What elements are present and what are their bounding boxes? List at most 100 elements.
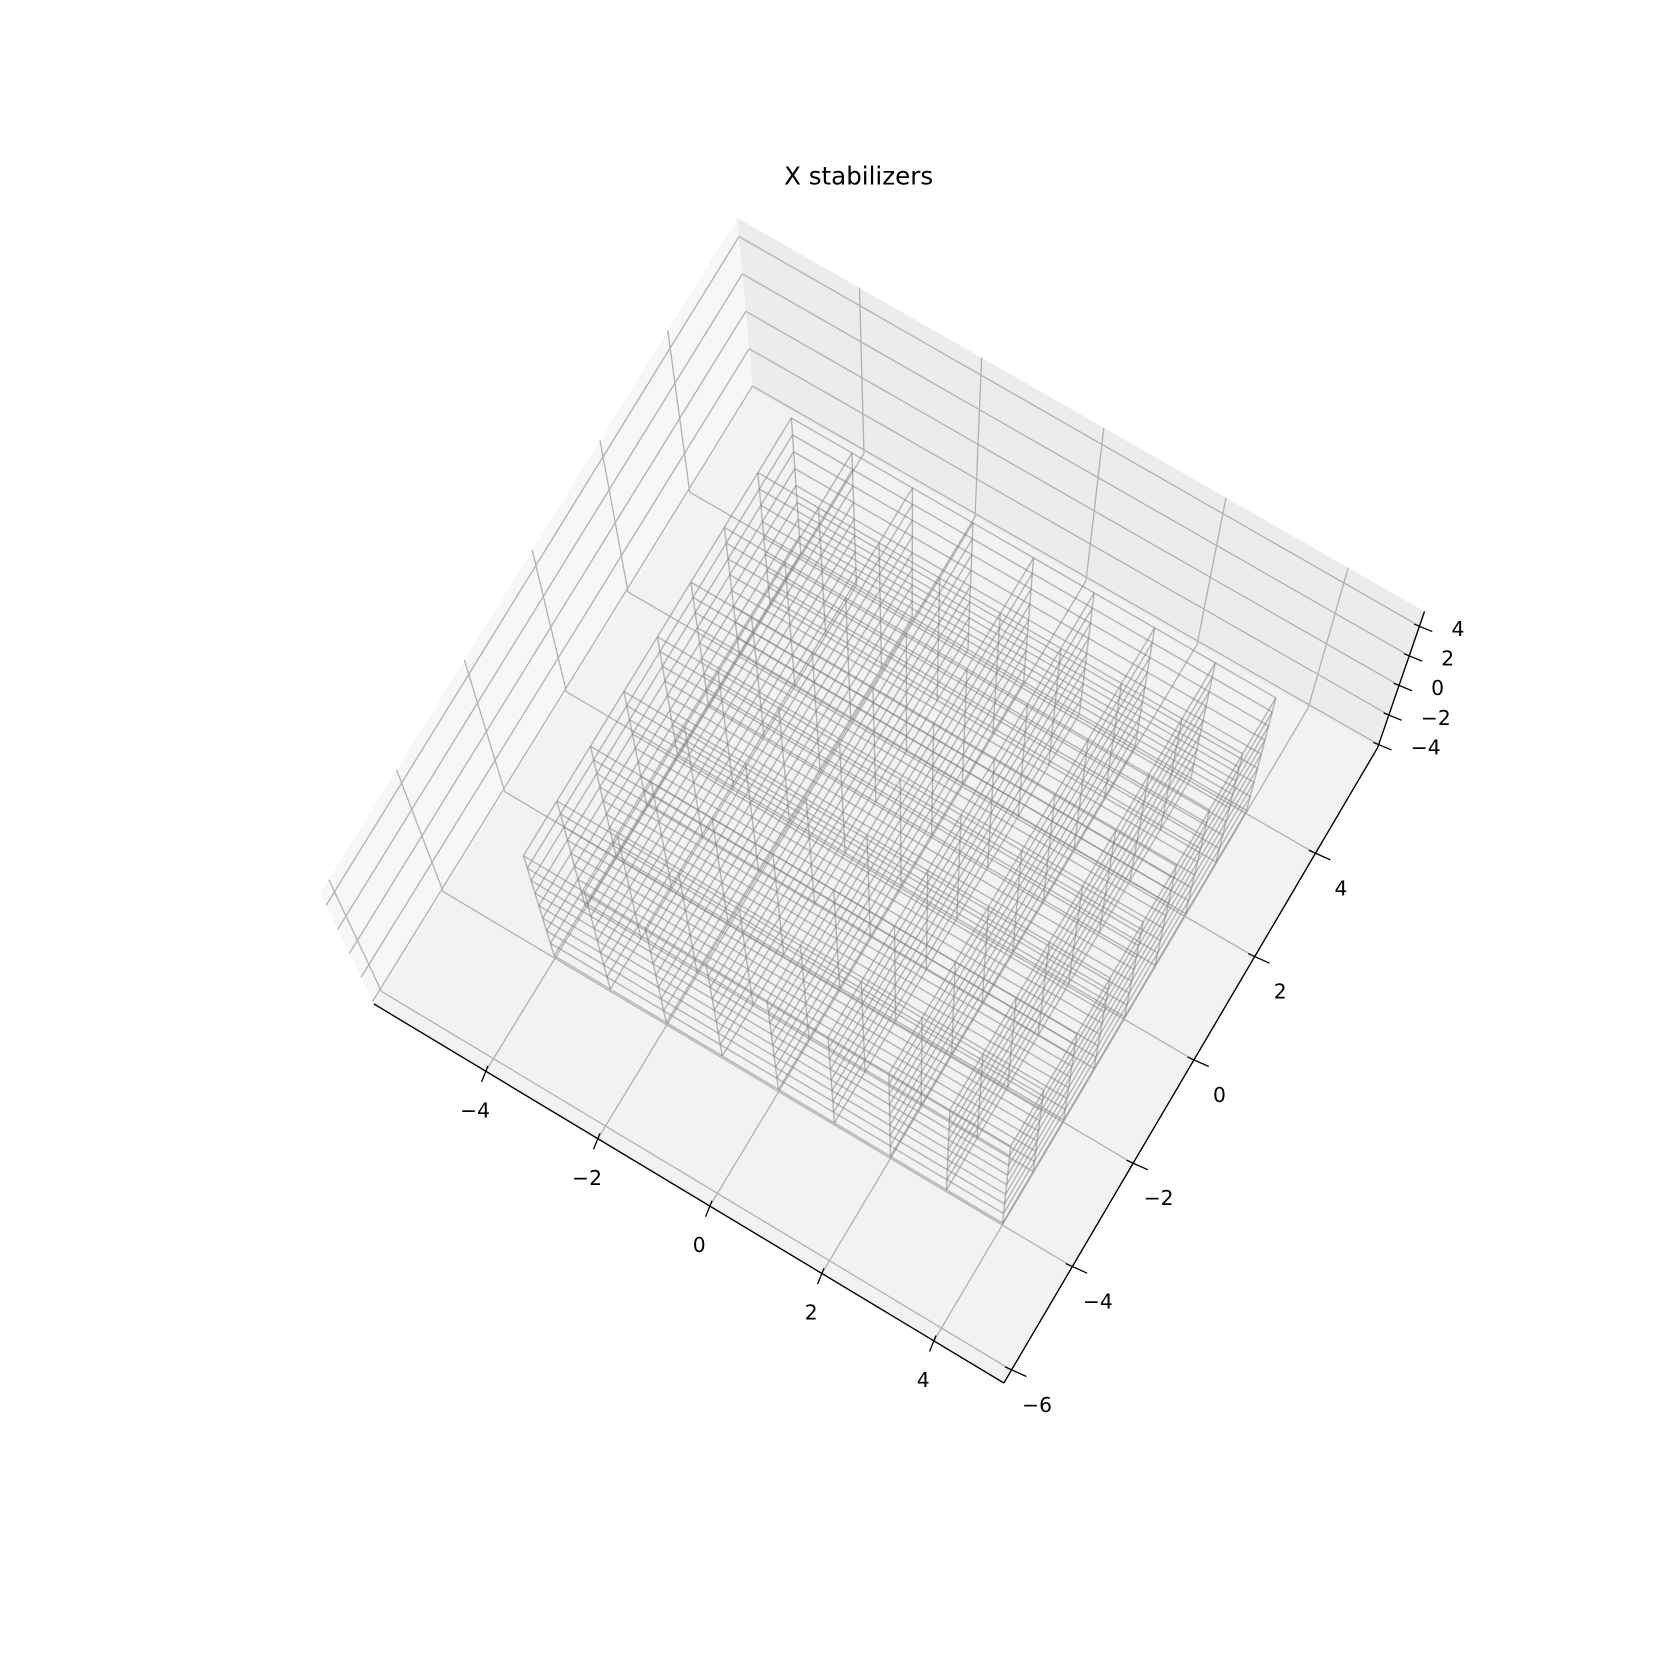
lattice-edge — [711, 998, 772, 1035]
lattice-edge — [998, 613, 1001, 629]
lattice-edge — [808, 838, 812, 852]
lattice-edge — [1267, 711, 1273, 727]
lattice-edge — [757, 472, 819, 509]
lattice-edge — [982, 1053, 1045, 1091]
lattice-edge — [831, 1090, 891, 1126]
lattice-edge — [1110, 754, 1169, 789]
lattice-edge — [818, 469, 854, 525]
lattice-edge — [1140, 921, 1144, 935]
lattice-edge — [869, 935, 927, 971]
lattice-edge — [937, 617, 970, 671]
lattice-edge — [1027, 703, 1089, 740]
lattice-edge — [570, 852, 630, 889]
lattice-edge — [804, 938, 838, 993]
lattice-edge — [819, 485, 854, 541]
lattice-edge — [789, 624, 792, 640]
y-tick-label: 0 — [1213, 1083, 1226, 1107]
grid-line — [745, 310, 1400, 686]
lattice-edge — [692, 946, 751, 982]
lattice-edge — [549, 943, 555, 956]
chart-title: X stabilizers — [784, 161, 933, 190]
lattice-edge — [756, 857, 760, 871]
lattice-edge — [792, 670, 796, 687]
lattice-edge — [784, 562, 847, 599]
lattice-edge — [776, 1078, 780, 1090]
lattice-edge — [709, 933, 744, 988]
lattice-edge — [542, 918, 548, 931]
lattice-edge — [899, 723, 935, 780]
lattice-edge — [817, 688, 851, 741]
lattice-edge — [1098, 919, 1102, 933]
lattice-edge — [874, 706, 908, 760]
lattice-edge — [817, 452, 853, 509]
lattice-edge — [888, 1093, 950, 1131]
lattice-edge — [980, 1075, 983, 1086]
lattice-edge — [721, 647, 756, 702]
lattice-edge — [815, 710, 875, 746]
lattice-edge — [649, 951, 654, 964]
lattice-edge — [817, 739, 876, 775]
lattice-edge — [763, 485, 797, 539]
lattice-edge — [1108, 855, 1113, 869]
lattice-edge — [659, 596, 694, 652]
lattice-edge — [828, 1058, 832, 1070]
lattice-edge — [1235, 725, 1270, 782]
lattice-edge — [1051, 766, 1086, 822]
lattice-edge — [818, 703, 851, 756]
lattice-edge — [1154, 913, 1187, 966]
lattice-edge — [847, 658, 850, 674]
lattice-edge — [1052, 668, 1086, 722]
lattice-edge — [1106, 827, 1140, 882]
lattice-edge — [799, 889, 835, 946]
lattice-edge — [978, 1116, 1037, 1152]
lattice-edge — [912, 519, 973, 556]
lattice-edge — [1027, 604, 1031, 620]
lattice-edge — [867, 859, 928, 896]
lattice-edge — [982, 997, 1017, 1055]
lattice-edge — [992, 731, 1026, 787]
lattice-edge — [1040, 1011, 1099, 1047]
lattice-edge — [1009, 1064, 1068, 1100]
lattice-edge — [664, 680, 669, 696]
lattice-edge — [593, 928, 598, 941]
lattice-edge — [1087, 738, 1150, 776]
lattice-edge — [964, 697, 967, 712]
lattice-edge — [760, 504, 821, 541]
lattice-edge — [938, 570, 972, 625]
lattice-edge — [811, 877, 815, 891]
lattice-edge — [1202, 780, 1237, 837]
lattice-edge — [807, 1026, 865, 1062]
lattice-edge — [1256, 753, 1262, 769]
lattice-edge — [806, 1015, 809, 1027]
z-tick-label: 2 — [1441, 647, 1454, 671]
lattice-edge — [778, 652, 813, 709]
lattice-edge — [846, 627, 907, 664]
lattice-edge — [1108, 768, 1167, 803]
lattice-edge — [1113, 787, 1148, 844]
grid-line — [395, 769, 444, 892]
lattice-edge — [1176, 691, 1210, 747]
lattice-edge — [719, 992, 752, 1045]
lattice-edge — [794, 685, 852, 720]
lattice-edge — [1041, 988, 1045, 1001]
lattice-edge — [855, 568, 913, 602]
lattice-edge — [804, 991, 864, 1028]
lattice-edge — [1145, 732, 1180, 789]
lattice-edge — [751, 816, 811, 852]
lattice-edge — [1014, 925, 1073, 961]
lattice-edge — [983, 966, 986, 979]
lattice-edge — [841, 730, 875, 786]
lattice-edge — [872, 687, 934, 725]
lattice-edge — [801, 956, 863, 994]
lattice-edge — [772, 1045, 775, 1057]
lattice-edge — [726, 744, 731, 759]
lattice-edge — [1208, 753, 1244, 811]
lattice-edge — [766, 518, 799, 572]
lattice-edge — [1093, 592, 1156, 629]
lattice-edge — [691, 768, 751, 805]
lattice-edge — [697, 809, 702, 824]
lattice-edge — [932, 792, 991, 828]
lattice-edge — [939, 522, 974, 579]
lattice-edge — [680, 885, 684, 899]
lattice-edge — [750, 993, 754, 1006]
